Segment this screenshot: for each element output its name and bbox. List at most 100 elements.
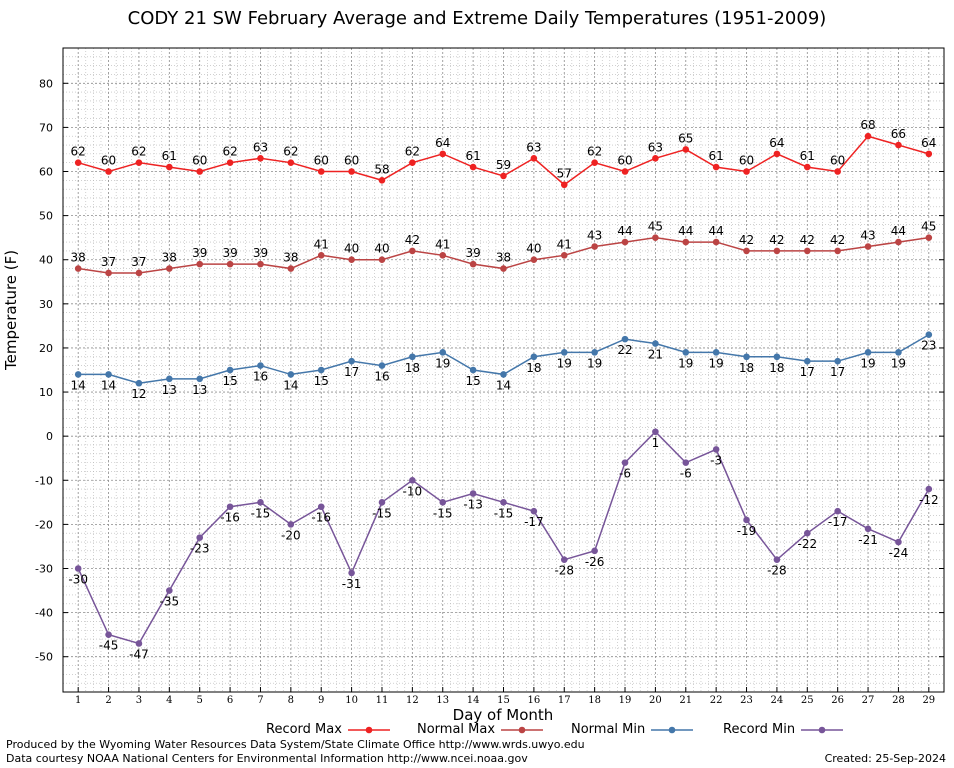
data-point <box>712 163 720 171</box>
legend-item-normal-max: Normal Max <box>417 722 544 737</box>
data-label: 44 <box>891 224 906 238</box>
data-label: 39 <box>465 246 480 260</box>
data-label: 64 <box>921 136 936 150</box>
legend-item-normal-min: Normal Min <box>571 722 694 737</box>
data-point <box>895 238 902 246</box>
data-point <box>834 507 841 515</box>
data-label: -13 <box>463 498 483 512</box>
data-label: 63 <box>253 140 268 154</box>
data-label: 19 <box>678 356 693 370</box>
data-label: 57 <box>557 167 572 181</box>
data-point <box>469 490 477 497</box>
y-tick-label: 10 <box>39 386 53 399</box>
y-tick-label: -40 <box>35 607 53 620</box>
data-point <box>439 499 447 506</box>
data-label: 19 <box>860 356 875 370</box>
data-label: -30 <box>68 572 88 586</box>
data-point <box>317 168 325 175</box>
data-point <box>378 177 386 184</box>
data-point <box>500 371 507 378</box>
legend-swatch <box>801 726 844 733</box>
data-point <box>500 499 507 506</box>
data-label: 44 <box>678 224 693 238</box>
data-label: 15 <box>222 374 237 388</box>
data-label: 42 <box>800 233 815 247</box>
data-point <box>652 428 659 436</box>
data-point <box>743 168 750 175</box>
data-label: 42 <box>739 233 754 247</box>
data-point <box>409 159 416 166</box>
y-tick-label: 70 <box>39 121 53 134</box>
data-label: 18 <box>739 361 754 375</box>
data-point <box>560 252 568 259</box>
data-label: 14 <box>496 378 511 392</box>
data-label: -47 <box>129 647 149 661</box>
data-point <box>166 163 173 171</box>
data-label: 60 <box>830 154 845 168</box>
x-tick-label: 20 <box>649 695 662 706</box>
data-point <box>803 357 811 365</box>
data-point <box>348 357 355 365</box>
data-label: 63 <box>648 140 663 154</box>
data-point <box>135 640 143 647</box>
data-label: 19 <box>891 356 906 370</box>
y-tick-label: 20 <box>39 342 53 355</box>
data-label: 59 <box>496 158 511 172</box>
data-label: 19 <box>587 356 602 370</box>
data-point <box>257 154 264 162</box>
data-label: -22 <box>797 537 817 551</box>
data-point <box>166 375 173 383</box>
data-point <box>530 256 538 264</box>
data-label: 23 <box>921 339 936 353</box>
data-label: -15 <box>372 506 392 520</box>
data-point <box>682 349 690 356</box>
data-point <box>530 154 538 162</box>
x-tick-label: 10 <box>345 695 358 706</box>
data-point <box>621 459 629 466</box>
data-label: 64 <box>435 136 450 150</box>
data-point <box>773 353 781 361</box>
y-tick-label: -30 <box>35 562 53 575</box>
data-label: -12 <box>919 493 939 507</box>
data-point <box>287 371 295 378</box>
data-label: 41 <box>435 237 450 251</box>
data-point <box>226 366 234 374</box>
data-label: 18 <box>526 361 541 375</box>
data-label: 60 <box>344 154 359 168</box>
data-label: -3 <box>710 453 722 467</box>
data-point <box>803 163 811 171</box>
data-label: 41 <box>314 237 329 251</box>
x-tick-label: 21 <box>679 695 692 706</box>
data-point <box>105 631 112 638</box>
data-point <box>348 168 355 175</box>
x-tick-label: 17 <box>558 695 571 706</box>
data-point <box>925 485 933 493</box>
x-tick-label: 18 <box>588 695 601 706</box>
data-label: 18 <box>769 361 784 375</box>
data-point <box>469 366 477 374</box>
data-point <box>803 247 811 255</box>
data-label: 39 <box>192 246 207 260</box>
data-label: -15 <box>433 506 453 520</box>
data-point <box>591 243 598 250</box>
y-tick-label: -50 <box>35 651 53 664</box>
data-point <box>773 247 781 255</box>
x-tick-label: 12 <box>406 695 419 706</box>
data-label: 17 <box>800 365 815 379</box>
data-label: 22 <box>617 343 632 357</box>
y-tick-label: 60 <box>39 166 53 179</box>
data-point <box>74 265 82 272</box>
data-label: -17 <box>524 515 544 529</box>
data-label: -6 <box>680 467 692 481</box>
data-point <box>348 569 355 577</box>
y-tick-label: 80 <box>39 77 53 90</box>
data-label: -17 <box>828 515 848 529</box>
x-axis-label: Day of Month <box>452 706 554 724</box>
data-label: 62 <box>131 145 146 159</box>
data-point <box>621 168 629 175</box>
data-point <box>287 265 295 272</box>
data-point <box>834 247 841 255</box>
data-point <box>500 265 507 272</box>
data-point <box>682 459 690 466</box>
